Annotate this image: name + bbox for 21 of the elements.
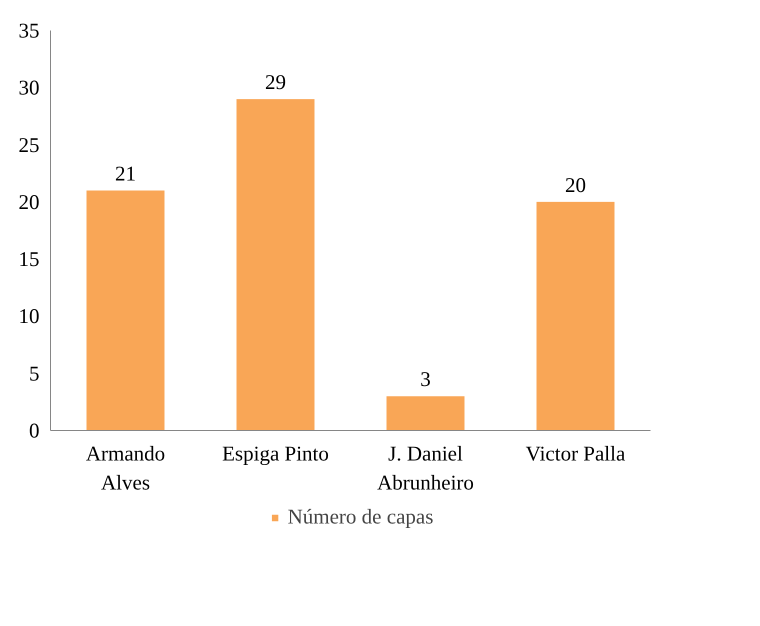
x-tick-label: Victor Palla [526,442,626,466]
data-label: 3 [420,367,431,392]
x-tick-label: Armando Alves [86,442,166,494]
y-tick-label: 30 [18,76,40,100]
bar [386,396,464,430]
bar [86,190,164,430]
bar [536,202,614,430]
data-label: 29 [265,70,286,94]
x-tick-label: J. Daniel Abrunheiro [377,442,474,494]
y-tick-label: 10 [18,304,40,328]
y-tick-label: 5 [29,361,40,386]
y-tick-label: 0 [29,418,40,442]
y-tick-label: 35 [18,18,40,42]
data-label: 21 [115,162,136,186]
y-tick-label: 20 [18,190,40,214]
bar [236,99,314,430]
y-tick-label: 25 [18,132,40,157]
legend-label: Número de capas [288,504,434,530]
data-label: 20 [565,172,586,197]
x-tick-label: Espiga Pinto [222,442,329,466]
y-tick-label: 15 [18,247,40,272]
